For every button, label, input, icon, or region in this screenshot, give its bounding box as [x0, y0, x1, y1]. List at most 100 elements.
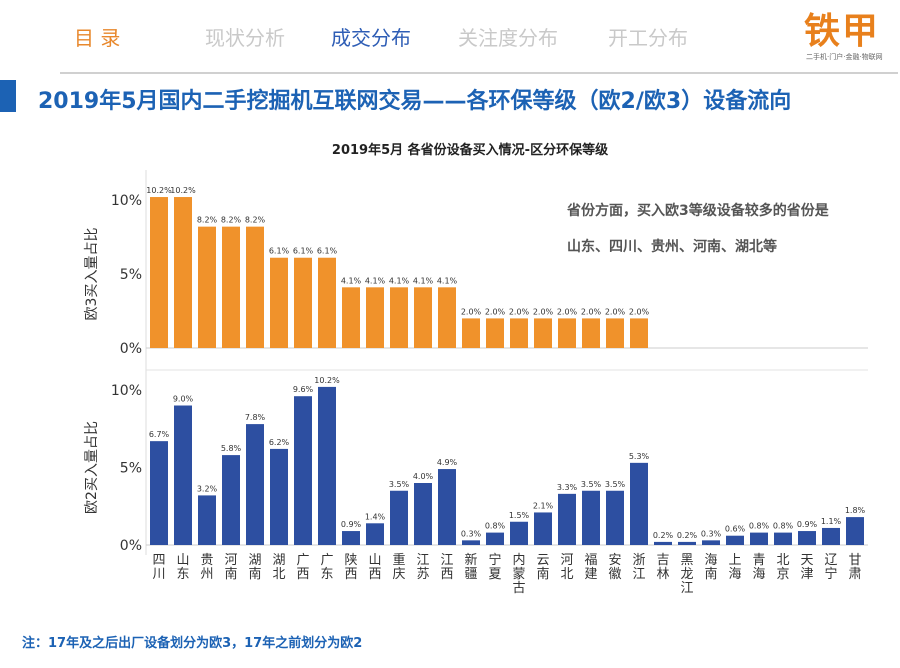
euro2-bar [630, 462, 648, 545]
euro3-bar [606, 318, 624, 348]
euro2-data-label: 3.5% [389, 480, 410, 489]
x-category-label: 宁夏 [488, 552, 501, 582]
euro2-data-label: 4.9% [437, 458, 458, 467]
euro3-bar [510, 318, 528, 348]
euro3-data-label: 8.2% [245, 216, 266, 225]
euro2-bar [534, 512, 552, 545]
euro3-bar [318, 257, 336, 348]
euro3-bar [294, 257, 312, 348]
euro3-data-label: 6.1% [293, 247, 314, 256]
euro3-bar [198, 226, 216, 348]
nav-item-attention-distribution[interactable]: 关注度分布 [458, 26, 558, 50]
x-category-label: 黑龙江 [680, 553, 693, 596]
euro3-y-tick-label: 0% [120, 341, 142, 357]
top-navigation: 目 录 现状分析 成交分布 关注度分布 开工分布 铁甲 二手机·门户·金融·物联… [0, 0, 900, 66]
euro3-data-label: 2.0% [461, 307, 482, 316]
euro2-data-label: 6.7% [149, 430, 170, 439]
euro2-data-label: 0.8% [485, 522, 506, 531]
euro3-data-label: 4.1% [413, 276, 434, 285]
chart-annotation-line: 省份方面，买入欧3等级设备较多的省份是 [566, 202, 830, 219]
euro3-bar [390, 287, 408, 348]
page-title: 2019年5月国内二手挖掘机互联网交易——各环保等级（欧2/欧3）设备流向 [38, 89, 792, 114]
euro2-bar [270, 448, 288, 545]
x-category-label: 广东 [320, 553, 333, 582]
nav-item-status-analysis[interactable]: 现状分析 [205, 26, 285, 50]
euro2-bar [582, 490, 600, 545]
euro3-data-label: 10.2% [170, 186, 196, 195]
euro2-bar [342, 531, 360, 545]
euro2-bar [774, 532, 792, 545]
euro2-bar [198, 495, 216, 545]
x-category-label: 新疆 [464, 552, 477, 582]
x-category-label: 上海 [728, 553, 741, 582]
euro3-data-label: 8.2% [221, 216, 242, 225]
euro3-data-label: 2.0% [581, 307, 602, 316]
euro2-bar [678, 541, 696, 545]
euro2-bar [366, 523, 384, 545]
euro2-bar [702, 540, 720, 545]
euro2-data-label: 7.8% [245, 413, 266, 422]
euro2-bar [558, 493, 576, 545]
euro3-data-label: 4.1% [365, 276, 386, 285]
euro2-data-label: 0.8% [773, 522, 794, 531]
euro3-data-label: 2.0% [533, 307, 554, 316]
x-category-label: 内蒙古 [512, 552, 525, 596]
euro3-y-axis-label: 欧3买入量占比 [84, 228, 100, 321]
euro2-bar [606, 490, 624, 545]
euro2-data-label: 3.5% [605, 480, 626, 489]
x-category-label: 重庆 [392, 552, 405, 582]
x-category-label: 广西 [296, 553, 309, 582]
x-category-label: 云南 [536, 553, 549, 582]
euro3-bar [366, 287, 384, 348]
euro2-data-label: 5.8% [221, 444, 242, 453]
nav-toc[interactable]: 目 录 [74, 26, 121, 50]
euro2-data-label: 1.1% [821, 517, 842, 526]
euro3-data-label: 10.2% [146, 186, 172, 195]
euro3-bar [270, 257, 288, 348]
euro2-data-label: 0.2% [653, 531, 674, 540]
euro2-y-tick-label: 10% [111, 383, 142, 399]
x-category-label: 陕西 [344, 553, 357, 582]
logo-tagline: 二手机·门户·金融·物联网 [806, 53, 883, 61]
euro2-bar [246, 424, 264, 545]
euro3-data-label: 2.0% [557, 307, 578, 316]
euro3-data-label: 6.1% [269, 247, 290, 256]
x-category-label: 福建 [584, 553, 597, 582]
nav-item-transaction-distribution[interactable]: 成交分布 [331, 26, 411, 50]
euro3-bar [222, 226, 240, 348]
euro2-data-label: 1.8% [845, 506, 866, 515]
nav-item-operation-distribution[interactable]: 开工分布 [608, 26, 688, 50]
euro2-data-label: 0.9% [797, 520, 818, 529]
x-category-label: 江苏 [416, 553, 429, 582]
euro2-data-label: 0.6% [725, 525, 746, 534]
euro3-data-label: 4.1% [389, 276, 410, 285]
x-category-label: 浙江 [632, 553, 645, 582]
euro2-bar [750, 532, 768, 545]
euro2-bar [846, 517, 864, 545]
euro2-data-label: 10.2% [314, 376, 340, 385]
euro2-y-tick-label: 0% [120, 538, 142, 554]
x-category-label: 吉林 [656, 553, 669, 582]
euro2-bar [390, 490, 408, 545]
euro3-data-label: 6.1% [317, 247, 338, 256]
euro3-bar [582, 318, 600, 348]
euro3-y-tick-label: 10% [111, 193, 142, 209]
euro2-data-label: 0.9% [341, 520, 362, 529]
euro3-bar [246, 226, 264, 348]
x-category-label: 甘肃 [848, 553, 861, 582]
euro3-data-label: 2.0% [485, 307, 506, 316]
euro2-data-label: 0.3% [701, 529, 722, 538]
euro3-bar [534, 318, 552, 348]
euro2-bar [438, 469, 456, 545]
euro3-data-label: 2.0% [629, 307, 650, 316]
euro2-data-label: 2.1% [533, 501, 554, 510]
x-category-label: 贵州 [200, 553, 213, 582]
euro2-y-tick-label: 5% [120, 461, 142, 477]
euro3-bar [630, 318, 648, 348]
x-category-label: 海南 [704, 553, 717, 582]
euro2-data-label: 1.4% [365, 512, 386, 521]
x-category-label: 辽宁 [824, 553, 837, 582]
euro2-data-label: 0.3% [461, 529, 482, 538]
euro3-bar [150, 197, 168, 348]
chart-annotation-line: 山东、四川、贵州、河南、湖北等 [567, 238, 777, 255]
